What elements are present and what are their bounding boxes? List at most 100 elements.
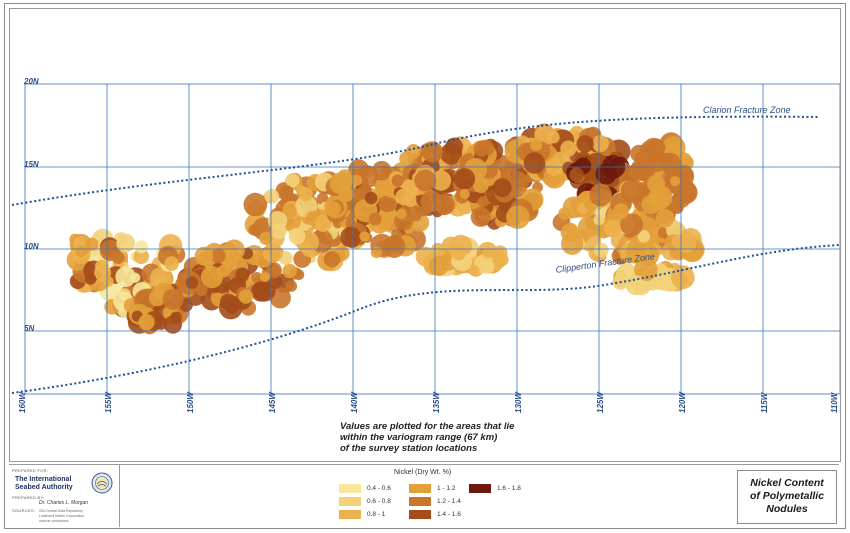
nodule-sample-area bbox=[576, 135, 594, 153]
nodule-sample-area bbox=[511, 170, 526, 186]
nodule-sample-area bbox=[314, 214, 332, 232]
nodule-sample-area bbox=[259, 271, 271, 283]
clipperton-fracture-zone-line bbox=[11, 244, 840, 394]
nodule-sample-area bbox=[370, 246, 383, 259]
note-line-2: within the variogram range (67 km) bbox=[340, 432, 498, 443]
nodule-sample-area bbox=[625, 275, 646, 296]
legend-title: Nickel (Dry Wt. %) bbox=[394, 469, 452, 476]
nodule-sample-area bbox=[530, 139, 543, 152]
nodule-sample-area bbox=[376, 178, 393, 195]
nodule-sample-area bbox=[178, 271, 189, 282]
nodule-sample-area bbox=[75, 245, 88, 258]
nodule-sample-area bbox=[359, 231, 370, 242]
nodule-sample-area bbox=[647, 138, 666, 157]
lon-label-145w: 145W bbox=[268, 392, 277, 413]
lat-label-10n: 10N bbox=[24, 242, 39, 251]
legend-item-label: 0.4 - 0.6 bbox=[367, 485, 391, 492]
map-sheet: 20N 15N 10N 5N 160W 155W 150W 145W 140W … bbox=[4, 3, 846, 529]
legend-swatch bbox=[409, 510, 431, 519]
nodule-sample-area bbox=[348, 159, 369, 181]
nodule-sample-area bbox=[115, 266, 136, 287]
graticule bbox=[24, 83, 840, 395]
clarion-fracture-zone-label: Clarion Fracture Zone bbox=[703, 105, 791, 115]
nodule-sample-area bbox=[399, 151, 414, 166]
isa-emblem-icon bbox=[91, 472, 113, 494]
nodule-sample-area bbox=[279, 185, 294, 200]
nodule-sample-area bbox=[162, 289, 184, 310]
lat-label-5n: 5N bbox=[24, 324, 35, 333]
nodule-sample-area bbox=[459, 188, 470, 200]
legend-swatch bbox=[469, 484, 491, 493]
preparation-info-box: PREPARED FOR: The International Seabed A… bbox=[9, 465, 120, 527]
map-note: Values are plotted for the areas that li… bbox=[340, 421, 570, 454]
map-title-line-3: Nodules bbox=[766, 503, 808, 515]
nodule-sample-area bbox=[371, 160, 392, 181]
nodule-sample-area bbox=[138, 314, 155, 331]
nodule-sample-area bbox=[670, 176, 681, 187]
preparer-name: Dr. Charles L. Morgan bbox=[39, 500, 88, 506]
prepared-by-label: PREPARED BY: bbox=[12, 495, 45, 500]
lat-label-15n: 15N bbox=[24, 160, 39, 169]
nodule-sample-area bbox=[270, 223, 287, 240]
nodule-sample-area bbox=[200, 266, 223, 289]
nodule-sample-area bbox=[383, 197, 397, 212]
nodule-sample-area bbox=[288, 227, 306, 245]
legend-swatch bbox=[409, 497, 431, 506]
nodule-sample-area bbox=[396, 208, 407, 220]
source-line-3: various contractors bbox=[39, 519, 69, 523]
nodule-sample-area bbox=[625, 243, 646, 264]
nodule-sample-area bbox=[185, 276, 199, 289]
nodule-sample-area bbox=[620, 213, 644, 237]
nodule-sample-area bbox=[103, 276, 114, 287]
lon-label-110w: 110W bbox=[830, 392, 839, 413]
legend-swatch bbox=[409, 484, 431, 493]
nodule-sample-area bbox=[649, 190, 668, 209]
nodule-sample-area bbox=[468, 265, 480, 276]
nodule-sample-area bbox=[634, 257, 658, 282]
sources-label: SOURCES: bbox=[12, 508, 36, 513]
nodule-sample-area bbox=[676, 275, 688, 287]
map-footer: PREPARED FOR: The International Seabed A… bbox=[9, 464, 839, 527]
prepared-for-label: PREPARED FOR: bbox=[12, 468, 49, 473]
lon-label-120w: 120W bbox=[678, 392, 687, 413]
nodule-sample-area bbox=[637, 230, 651, 243]
nodule-sample-area bbox=[364, 191, 378, 205]
lon-label-130w: 130W bbox=[514, 392, 523, 413]
map-title-line-2: of Polymetallic bbox=[749, 490, 825, 502]
map-title-line-1: Nickel Content bbox=[750, 477, 824, 489]
nodule-sample-area bbox=[560, 223, 580, 242]
lon-label-135w: 135W bbox=[432, 392, 441, 413]
nodule-sample-area bbox=[243, 192, 268, 217]
nodule-sample-area bbox=[613, 203, 629, 220]
lon-label-155w: 155W bbox=[104, 392, 113, 413]
nodule-sample-area bbox=[594, 242, 609, 258]
nodule-sample-area bbox=[470, 206, 491, 227]
nodule-sample-area bbox=[595, 163, 617, 185]
lon-label-160w: 160W bbox=[18, 392, 27, 413]
nodule-sample-area bbox=[589, 183, 612, 207]
nodule-sample-area bbox=[112, 251, 125, 264]
nodule-sample-area bbox=[254, 284, 266, 297]
legend-item-label: 1.4 - 1.6 bbox=[437, 511, 461, 518]
nodule-sample-area bbox=[482, 261, 495, 274]
nodule-sample-area bbox=[477, 196, 489, 208]
nodule-sample-area bbox=[603, 219, 622, 238]
lon-label-150w: 150W bbox=[186, 392, 195, 413]
nickel-concentration-area bbox=[66, 123, 705, 335]
nodule-sample-area bbox=[451, 245, 467, 261]
nodule-sample-area bbox=[445, 137, 463, 156]
nodule-sample-area bbox=[194, 246, 214, 266]
nodule-sample-area bbox=[386, 210, 397, 221]
nodule-sample-area bbox=[163, 315, 182, 334]
graticule-border bbox=[24, 83, 840, 395]
nodule-sample-area bbox=[285, 173, 300, 188]
source-line-1: ISA Central Data Repository bbox=[39, 509, 83, 513]
map-title-box: Nickel Content of Polymetallic Nodules bbox=[737, 470, 837, 524]
lon-label-115w: 115W bbox=[760, 392, 769, 413]
nodule-sample-area bbox=[430, 170, 452, 191]
nodule-sample-area bbox=[340, 226, 362, 248]
legend-swatch bbox=[339, 497, 361, 506]
nodule-sample-area bbox=[133, 248, 150, 265]
nodule-sample-area bbox=[428, 255, 449, 276]
nodule-sample-area bbox=[391, 174, 404, 187]
